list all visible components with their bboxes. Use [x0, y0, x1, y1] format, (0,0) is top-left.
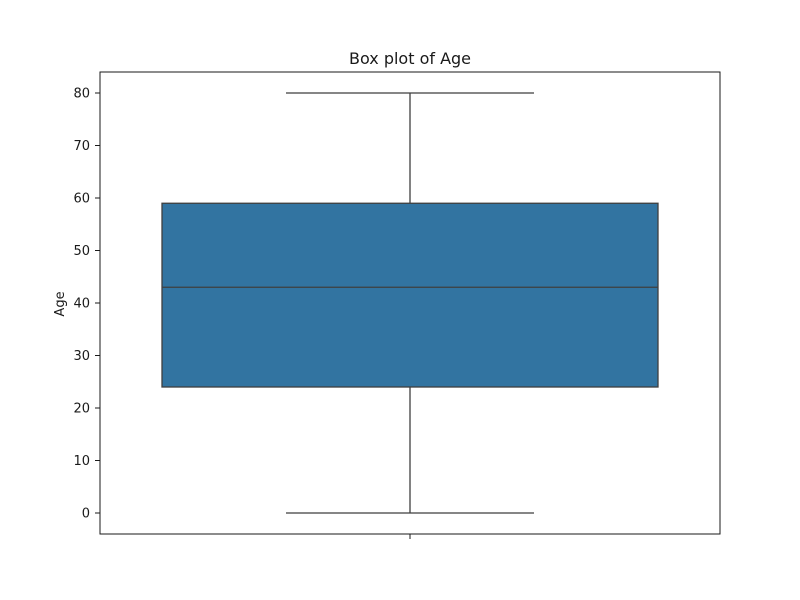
y-tick-label: 10 [73, 454, 90, 469]
y-tick-label: 70 [73, 139, 90, 154]
chart-title: Box plot of Age [349, 49, 471, 68]
y-tick-label: 60 [73, 192, 90, 207]
y-tick-label: 50 [73, 244, 90, 259]
plot-area [161, 92, 659, 514]
y-tick-label: 40 [73, 297, 90, 312]
y-tick-label: 80 [73, 87, 90, 102]
y-tick-label: 30 [73, 349, 90, 364]
y-tick-label: 0 [82, 507, 90, 522]
y-axis-label: Age [53, 291, 68, 316]
interquartile-box [161, 202, 659, 388]
y-tick-label: 20 [73, 402, 90, 417]
y-axis: 0 10 20 30 40 50 60 70 80 [73, 87, 100, 522]
